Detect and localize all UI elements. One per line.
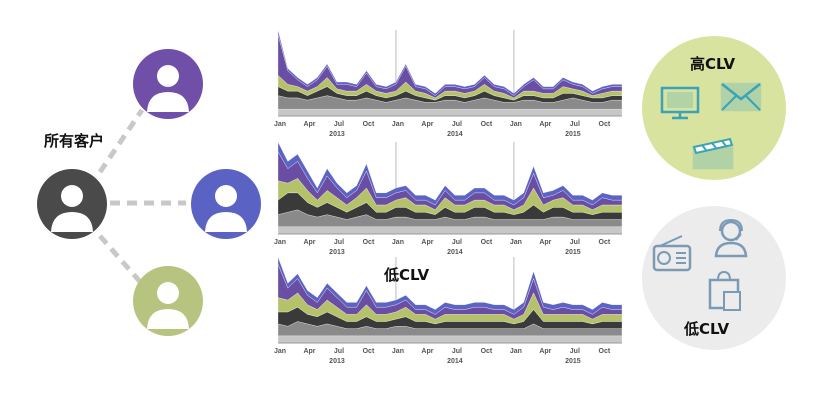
low-clv-circle (642, 206, 786, 350)
area-series-0 (277, 226, 623, 235)
top-area-chart: Jan Apr Jul Oct Jan Apr Jul Oct Jan Apr Jul Oct 2013… (274, 29, 623, 138)
x-tick-label: Jan (274, 121, 286, 128)
x-tick-label: Apr (303, 348, 315, 355)
x-tick-label: Oct (481, 121, 493, 128)
x-tick-label: Apr (539, 121, 551, 128)
year-label: 2015 (565, 249, 581, 256)
envelope-icon (720, 82, 762, 112)
x-tick-label: Oct (599, 348, 611, 355)
year-label: 2015 (565, 131, 581, 138)
area-series-5 (277, 29, 623, 96)
x-tick-label: Oct (363, 121, 375, 128)
year-label: 2013 (329, 358, 345, 365)
bottom-area-chart: Jan Apr Jul Oct Jan Apr Jul Oct Jan Apr Jul Oct 2013… (274, 256, 623, 365)
x-tick-label: Oct (363, 348, 375, 355)
middle-area-chart: Jan Apr Jul Oct Jan Apr Jul Oct Jan Apr Jul Oct 2013… (274, 141, 623, 256)
x-tick-label: Jul (570, 239, 580, 246)
x-tick-label: Apr (539, 348, 551, 355)
year-label: 2015 (565, 358, 581, 365)
avatar-blue (191, 169, 261, 239)
x-tick-label: Jan (392, 239, 404, 246)
low-clv-label: 低CLV (684, 320, 730, 338)
x-tick-label: Oct (481, 348, 493, 355)
x-tick-label: Jul (334, 348, 344, 355)
area-series-0 (277, 335, 623, 344)
radio-icon (652, 235, 692, 272)
x-tick-label: Apr (303, 121, 315, 128)
year-label: 2013 (329, 249, 345, 256)
x-tick-label: Apr (539, 239, 551, 246)
x-tick-label: Jul (570, 348, 580, 355)
x-tick-label: Jan (274, 348, 286, 355)
clapperboard-icon (692, 137, 734, 170)
x-tick-label: Jan (510, 121, 522, 128)
x-tick-label: Apr (303, 239, 315, 246)
year-label: 2014 (447, 131, 463, 138)
x-tick-label: Apr (421, 121, 433, 128)
x-tick-label: Oct (599, 121, 611, 128)
x-tick-label: Apr (421, 348, 433, 355)
x-tick-label: Jul (452, 348, 462, 355)
x-tick-label: Jan (392, 348, 404, 355)
area-series-5 (277, 256, 623, 315)
area-series-5 (277, 141, 623, 206)
year-label: 2014 (447, 358, 463, 365)
x-tick-label: Jul (452, 239, 462, 246)
avatar-purple (133, 49, 203, 119)
year-label: 2014 (447, 249, 463, 256)
high-clv-circle (642, 36, 786, 180)
x-tick-label: Jan (510, 348, 522, 355)
x-tick-label: Oct (481, 239, 493, 246)
x-tick-label: Jul (334, 121, 344, 128)
x-tick-label: Jul (570, 121, 580, 128)
year-label: 2013 (329, 131, 345, 138)
all-customers-label: 所有客户 (44, 132, 105, 150)
x-tick-label: Jan (510, 239, 522, 246)
x-tick-label: Jul (452, 121, 462, 128)
x-tick-label: Oct (599, 239, 611, 246)
shopping-bag-icon (708, 270, 741, 311)
monitor-icon (660, 86, 700, 120)
avatar-green (133, 266, 203, 336)
x-tick-label: Apr (421, 239, 433, 246)
x-tick-label: Oct (363, 239, 375, 246)
high-clv-label: 高CLV (690, 55, 736, 73)
low-clv-mid-label: 低CLV (384, 266, 430, 284)
x-tick-label: Jul (334, 239, 344, 246)
area-series-0 (277, 109, 623, 117)
x-tick-label: Jan (392, 121, 404, 128)
avatar-root (37, 169, 107, 239)
x-tick-label: Jan (274, 239, 286, 246)
headset-person-icon (714, 218, 748, 258)
